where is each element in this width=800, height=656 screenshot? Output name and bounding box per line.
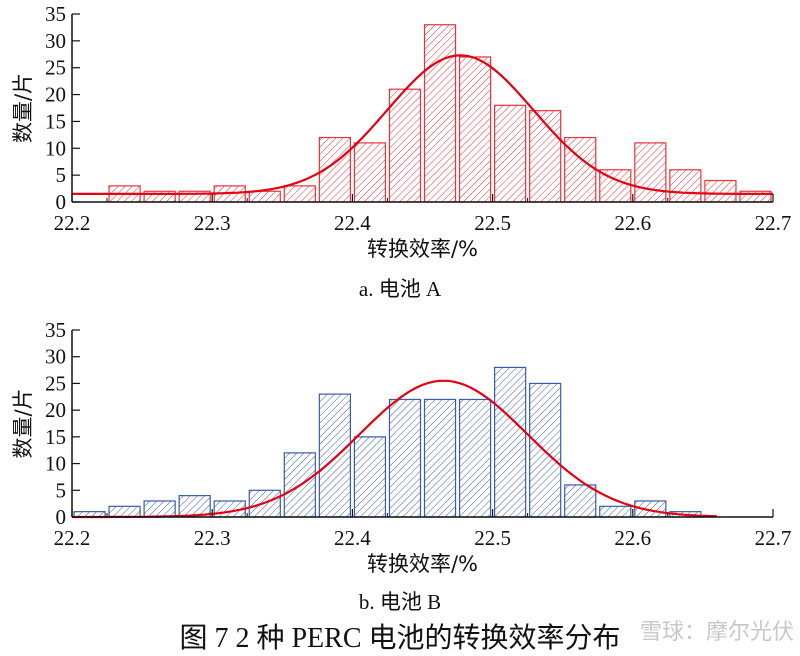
histogram-bar — [494, 366, 527, 518]
histogram-bar — [318, 393, 352, 518]
histogram-bar — [529, 110, 562, 203]
histogram-bar — [353, 436, 387, 518]
histogram-bar — [599, 169, 632, 203]
histogram-bar — [669, 169, 702, 203]
y-tick-label: 0 — [56, 190, 67, 214]
x-tick-label: 22.5 — [474, 526, 511, 550]
y-tick-label: 30 — [45, 29, 66, 53]
x-tick-label: 22.7 — [755, 526, 792, 550]
histogram-bar — [353, 142, 387, 203]
x-tick-label: 22.6 — [614, 526, 651, 550]
x-axis-label: 转换效率/% — [367, 237, 478, 261]
histogram-bar — [143, 500, 176, 518]
histogram-bar — [423, 24, 457, 203]
y-tick-label: 25 — [45, 371, 66, 395]
histogram-bar — [458, 56, 492, 203]
y-tick-label: 0 — [56, 505, 67, 529]
x-tick-label: 22.4 — [334, 211, 371, 235]
y-tick-label: 5 — [56, 163, 67, 187]
histogram-bar — [458, 398, 492, 518]
histogram-bar — [108, 505, 141, 518]
x-tick-label: 22.2 — [54, 526, 91, 550]
y-tick-label: 15 — [45, 425, 66, 449]
x-tick-label: 22.3 — [194, 211, 231, 235]
y-tick-label: 35 — [45, 2, 66, 26]
subtitle-a: a. 电池 A — [358, 277, 442, 301]
subtitle-b: b. 电池 B — [358, 590, 442, 614]
y-tick-label: 25 — [45, 56, 66, 80]
y-axis-label: 数量/片 — [11, 73, 35, 143]
x-tick-label: 22.3 — [194, 526, 231, 550]
x-tick-label: 22.2 — [54, 211, 91, 235]
histogram-bar — [494, 104, 527, 203]
figure-caption: 图 7 2 种 PERC 电池的转换效率分布 — [179, 623, 621, 654]
histogram-bar — [388, 88, 422, 203]
x-tick-label: 22.7 — [755, 211, 792, 235]
x-tick-label: 22.6 — [614, 211, 651, 235]
histogram-bar — [564, 484, 597, 518]
histogram-bar — [388, 398, 422, 518]
y-tick-label: 30 — [45, 345, 66, 369]
normal-fit-curve — [72, 379, 717, 519]
y-tick-label: 15 — [45, 109, 66, 133]
histogram-bar — [599, 505, 632, 518]
histogram-bar — [283, 185, 316, 203]
y-tick-label: 35 — [45, 318, 66, 342]
histogram-bar — [423, 398, 457, 518]
histogram-bar — [704, 179, 737, 203]
histogram-bar — [248, 190, 281, 203]
histogram-bar — [634, 142, 667, 203]
y-tick-label: 10 — [45, 452, 66, 476]
x-tick-label: 22.4 — [334, 526, 371, 550]
x-axis-label: 转换效率/% — [367, 552, 478, 576]
y-tick-label: 20 — [45, 398, 66, 422]
x-tick-label: 22.5 — [474, 211, 511, 235]
y-tick-label: 20 — [45, 83, 66, 107]
watermark: 雪球：摩尔光伏 — [640, 620, 795, 645]
y-tick-label: 5 — [56, 478, 67, 502]
normal-fit-curve — [72, 54, 773, 195]
y-tick-label: 10 — [45, 136, 66, 160]
y-axis-label: 数量/片 — [11, 388, 35, 458]
